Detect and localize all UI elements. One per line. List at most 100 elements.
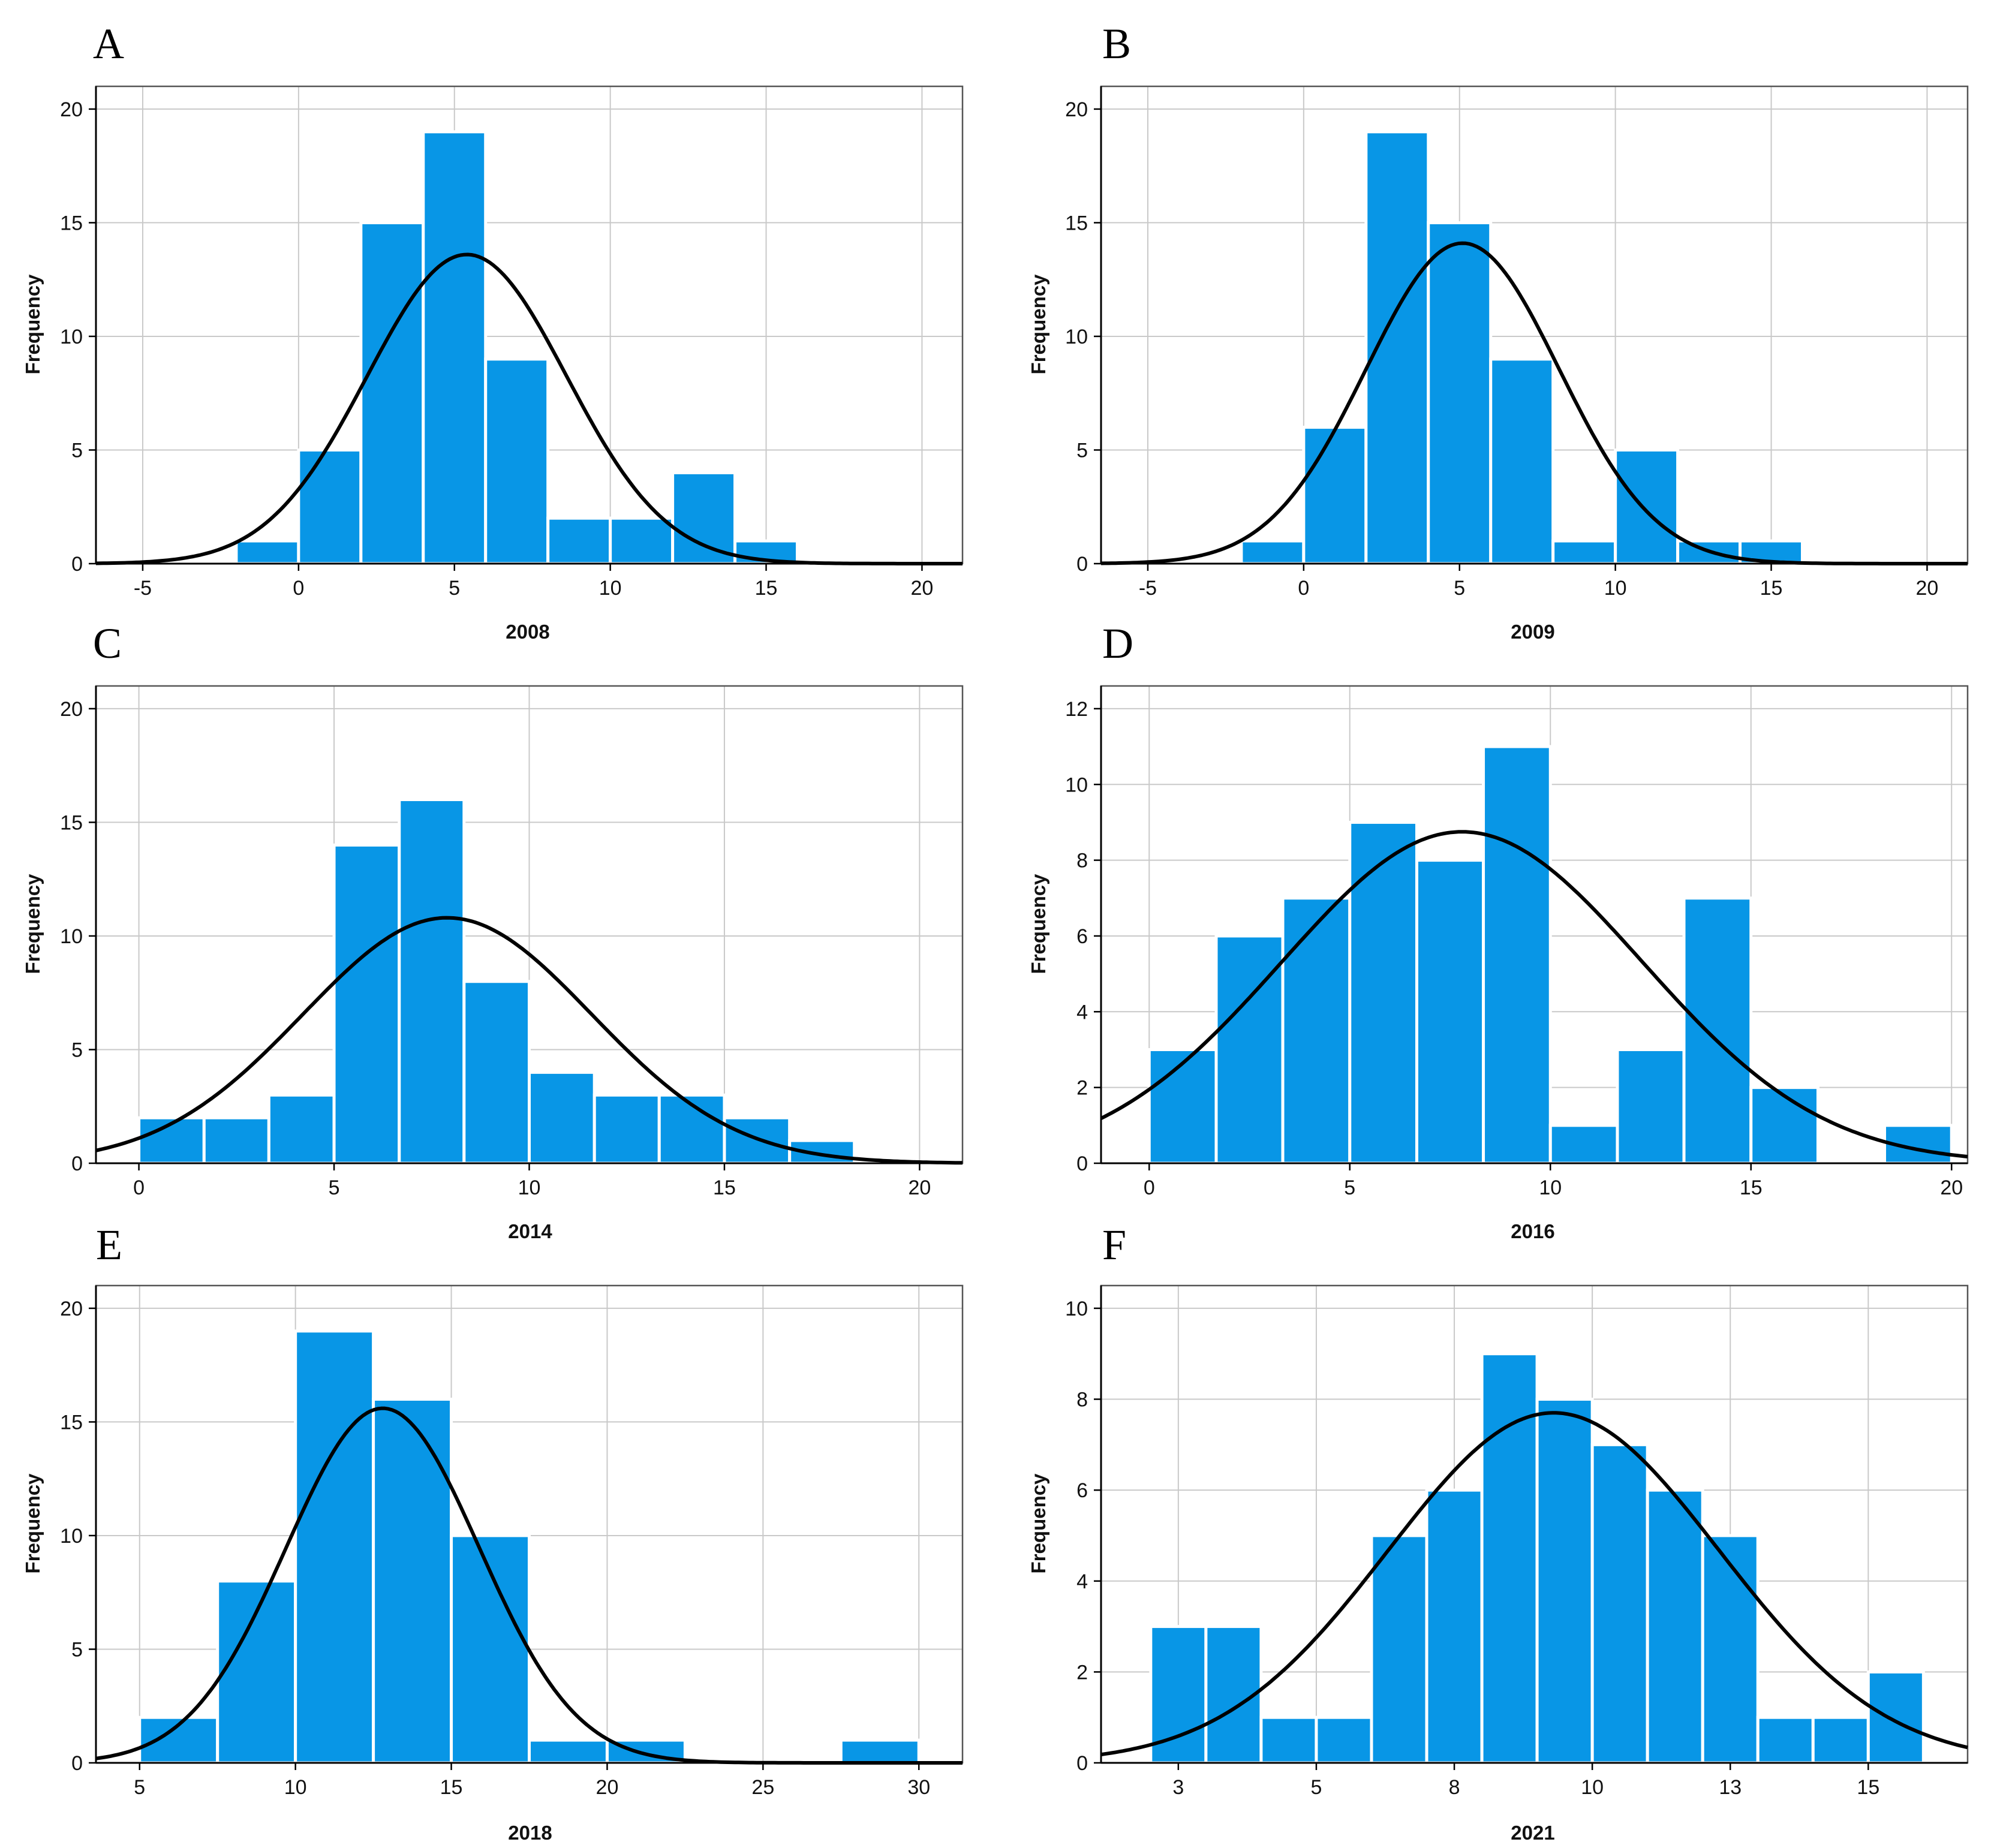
x-tick-label: 20 [1916,577,1939,600]
histogram-bar [1548,1124,1619,1165]
histogram-bars-a [234,130,799,565]
y-tick-label: 4 [1076,1570,1088,1593]
y-tick-label: 10 [1065,326,1088,348]
histogram-bar [332,843,401,1165]
x-axis-title-a: 2008 [506,621,549,643]
y-tick-label: 4 [1076,1001,1088,1024]
y-tick-label: 8 [1076,850,1088,872]
histogram-bar [593,1093,661,1165]
normal-curve-d [1100,830,1968,1158]
y-tick-label: 20 [60,1298,83,1320]
histogram-bar [1147,1048,1218,1165]
x-tick-label: 5 [1344,1176,1355,1199]
y-tick-label: 20 [1065,98,1088,121]
axes-d: 0 5 10 15 20 0 2 4 6 8 10 12 [1065,686,1968,1199]
x-tick-label: 15 [1760,577,1783,600]
histogram-bar [1614,448,1680,565]
y-axis-title-a: Frequency [22,274,44,375]
histogram-bar [398,798,466,1165]
histogram-bar [267,1093,336,1165]
histogram-bar [484,357,550,565]
histogram-panel-a: A Frequency 2008 -5 0 5 10 15 20 0 5 10 15 20 [22,20,964,643]
y-tick-label: 0 [1076,1752,1088,1775]
histogram-bar [297,448,363,565]
x-tick-label: 20 [1940,1176,1963,1199]
histogram-bar [1370,1534,1428,1765]
y-tick-label: 6 [1076,1479,1088,1502]
histogram-bar [1259,1715,1318,1765]
histogram-panel-f: F Frequency 2021 3 5 8 10 13 15 0 2 4 6 8 10 [1027,1221,1969,1844]
x-tick-label: 15 [1740,1176,1763,1199]
histogram-bar [234,539,300,565]
x-tick-label: 5 [1310,1776,1322,1799]
y-tick-label: 15 [1065,212,1088,234]
histogram-bars-b [1240,130,1804,565]
y-tick-label: 5 [71,439,83,462]
x-tick-label: 5 [329,1176,340,1199]
panel-label-f: F [1102,1221,1126,1269]
x-tick-label: 15 [1857,1776,1879,1799]
histogram-panel-b: B Frequency 2009 -5 0 5 10 15 20 0 5 10 15 20 [1027,20,1969,643]
histogram-bar [1315,1715,1373,1765]
histogram-bar [1348,820,1418,1165]
histogram-bar [1302,426,1368,565]
histogram-bar [528,1738,609,1765]
x-axis-title-b: 2009 [1511,621,1554,643]
histogram-panel-c: C Frequency 2014 0 5 10 15 20 0 5 10 15 20 [22,619,964,1242]
histogram-bar [1811,1715,1870,1765]
x-tick-label: 10 [518,1176,541,1199]
histogram-bar [546,516,612,565]
histogram-panel-d: D Frequency 2016 0 5 10 15 20 0 2 4 6 8 10 12 [1027,619,1969,1242]
histogram-bars-e [138,1329,921,1765]
y-tick-label: 5 [71,1039,83,1061]
histogram-bar [1427,221,1493,565]
y-tick-label: 20 [60,698,83,721]
histogram-bar [1590,1443,1649,1765]
x-tick-label: 13 [1719,1776,1742,1799]
x-tick-label: 30 [907,1776,930,1799]
histogram-bar [1489,357,1555,565]
x-tick-label: 20 [908,1176,931,1199]
panel-label-c: C [93,619,122,667]
x-tick-label: 20 [911,577,934,600]
x-axis-title-f: 2021 [1511,1822,1554,1844]
x-tick-label: 10 [599,577,622,600]
x-tick-label: 0 [1298,577,1309,600]
histogram-bar [1149,1625,1208,1765]
normal-curve-f [1100,1411,1968,1757]
x-axis-title-d: 2016 [1511,1220,1554,1242]
x-axis-title-e: 2018 [508,1822,552,1844]
histogram-panel-e: E Frequency 2018 5 10 15 20 25 30 0 5 10 15 20 [22,1221,964,1844]
histogram-bar [609,516,675,565]
y-tick-label: 0 [71,1752,83,1775]
x-tick-label: 0 [133,1176,145,1199]
x-tick-label: 3 [1172,1776,1184,1799]
axes-e: 5 10 15 20 25 30 0 5 10 15 20 [60,1286,963,1799]
histogram-bar [1480,1352,1539,1765]
x-tick-label: -5 [1139,577,1157,600]
panel-label-a: A [93,20,124,68]
y-tick-label: 10 [60,1525,83,1548]
histogram-bar [1425,1488,1484,1765]
x-tick-label: 20 [596,1776,619,1799]
histogram-bar [1240,539,1306,565]
y-tick-label: 10 [60,925,83,948]
y-tick-label: 0 [71,553,83,576]
histogram-bar [1482,745,1552,1165]
y-tick-label: 15 [60,212,83,234]
histogram-bar [359,221,425,565]
histogram-bar [1616,1048,1686,1165]
x-tick-label: 5 [134,1776,145,1799]
y-tick-label: 8 [1076,1389,1088,1411]
y-tick-label: 2 [1076,1077,1088,1100]
panel-label-d: D [1102,619,1133,667]
histogram-bar [1551,539,1617,565]
x-tick-label: 15 [440,1776,463,1799]
histogram-bars-d [1147,745,1953,1165]
x-tick-label: 0 [1144,1176,1155,1199]
histogram-bar [1415,859,1485,1165]
histogram-bar [1281,896,1352,1165]
y-tick-label: 0 [1076,1152,1088,1175]
y-tick-label: 15 [60,1411,83,1434]
axes-b: -5 0 5 10 15 20 0 5 10 15 20 [1065,86,1968,600]
